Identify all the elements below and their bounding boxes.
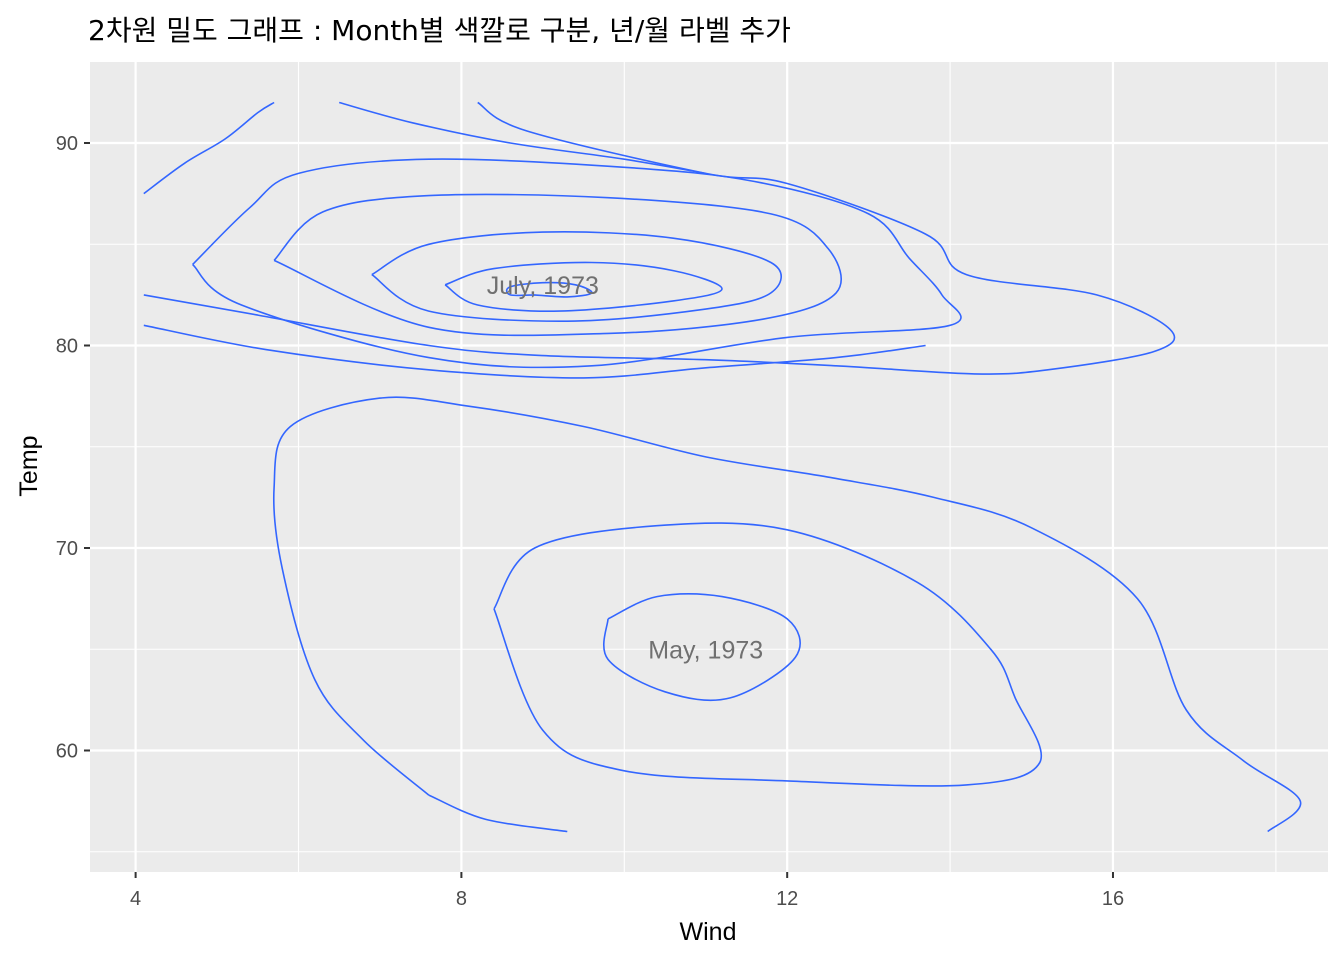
y-axis-title: Temp	[15, 435, 43, 496]
density-contour-may	[603, 593, 801, 702]
density-contour-may	[493, 522, 1043, 787]
y-tick-label: 70	[56, 538, 78, 560]
y-tick-label: 80	[56, 336, 78, 358]
x-tick-label: 16	[1102, 888, 1124, 910]
density-contour-july	[143, 324, 926, 379]
density-contour-may	[272, 396, 1302, 833]
density-contour-july	[273, 193, 842, 337]
plot-panel	[90, 62, 1328, 872]
x-tick-label: 8	[456, 888, 467, 910]
y-tick-label: 60	[56, 741, 78, 763]
chart-title: 2차원 밀도 그래프 : Month별 색깔로 구분, 년/월 라벨 추가	[88, 14, 791, 47]
density-contour-may	[428, 794, 568, 833]
plot-area: 4 8 12 16 60 70 80 90 July, 1973 May, 1973	[56, 62, 1328, 910]
annotation-label: May, 1973	[648, 636, 763, 664]
x-tick-label: 4	[130, 888, 141, 910]
density-contour-july	[444, 261, 723, 312]
density-contour-july	[143, 101, 275, 195]
x-tick-label: 12	[776, 888, 798, 910]
density-contour-july	[505, 281, 593, 298]
y-tick-label: 90	[56, 133, 78, 155]
x-axis-title: Wind	[680, 918, 737, 946]
density-contour-july	[143, 101, 1176, 375]
density-contour-july	[192, 158, 962, 369]
density-contour-july	[371, 231, 782, 323]
density-contour-july	[338, 101, 706, 175]
annotation-label: July, 1973	[487, 272, 599, 300]
